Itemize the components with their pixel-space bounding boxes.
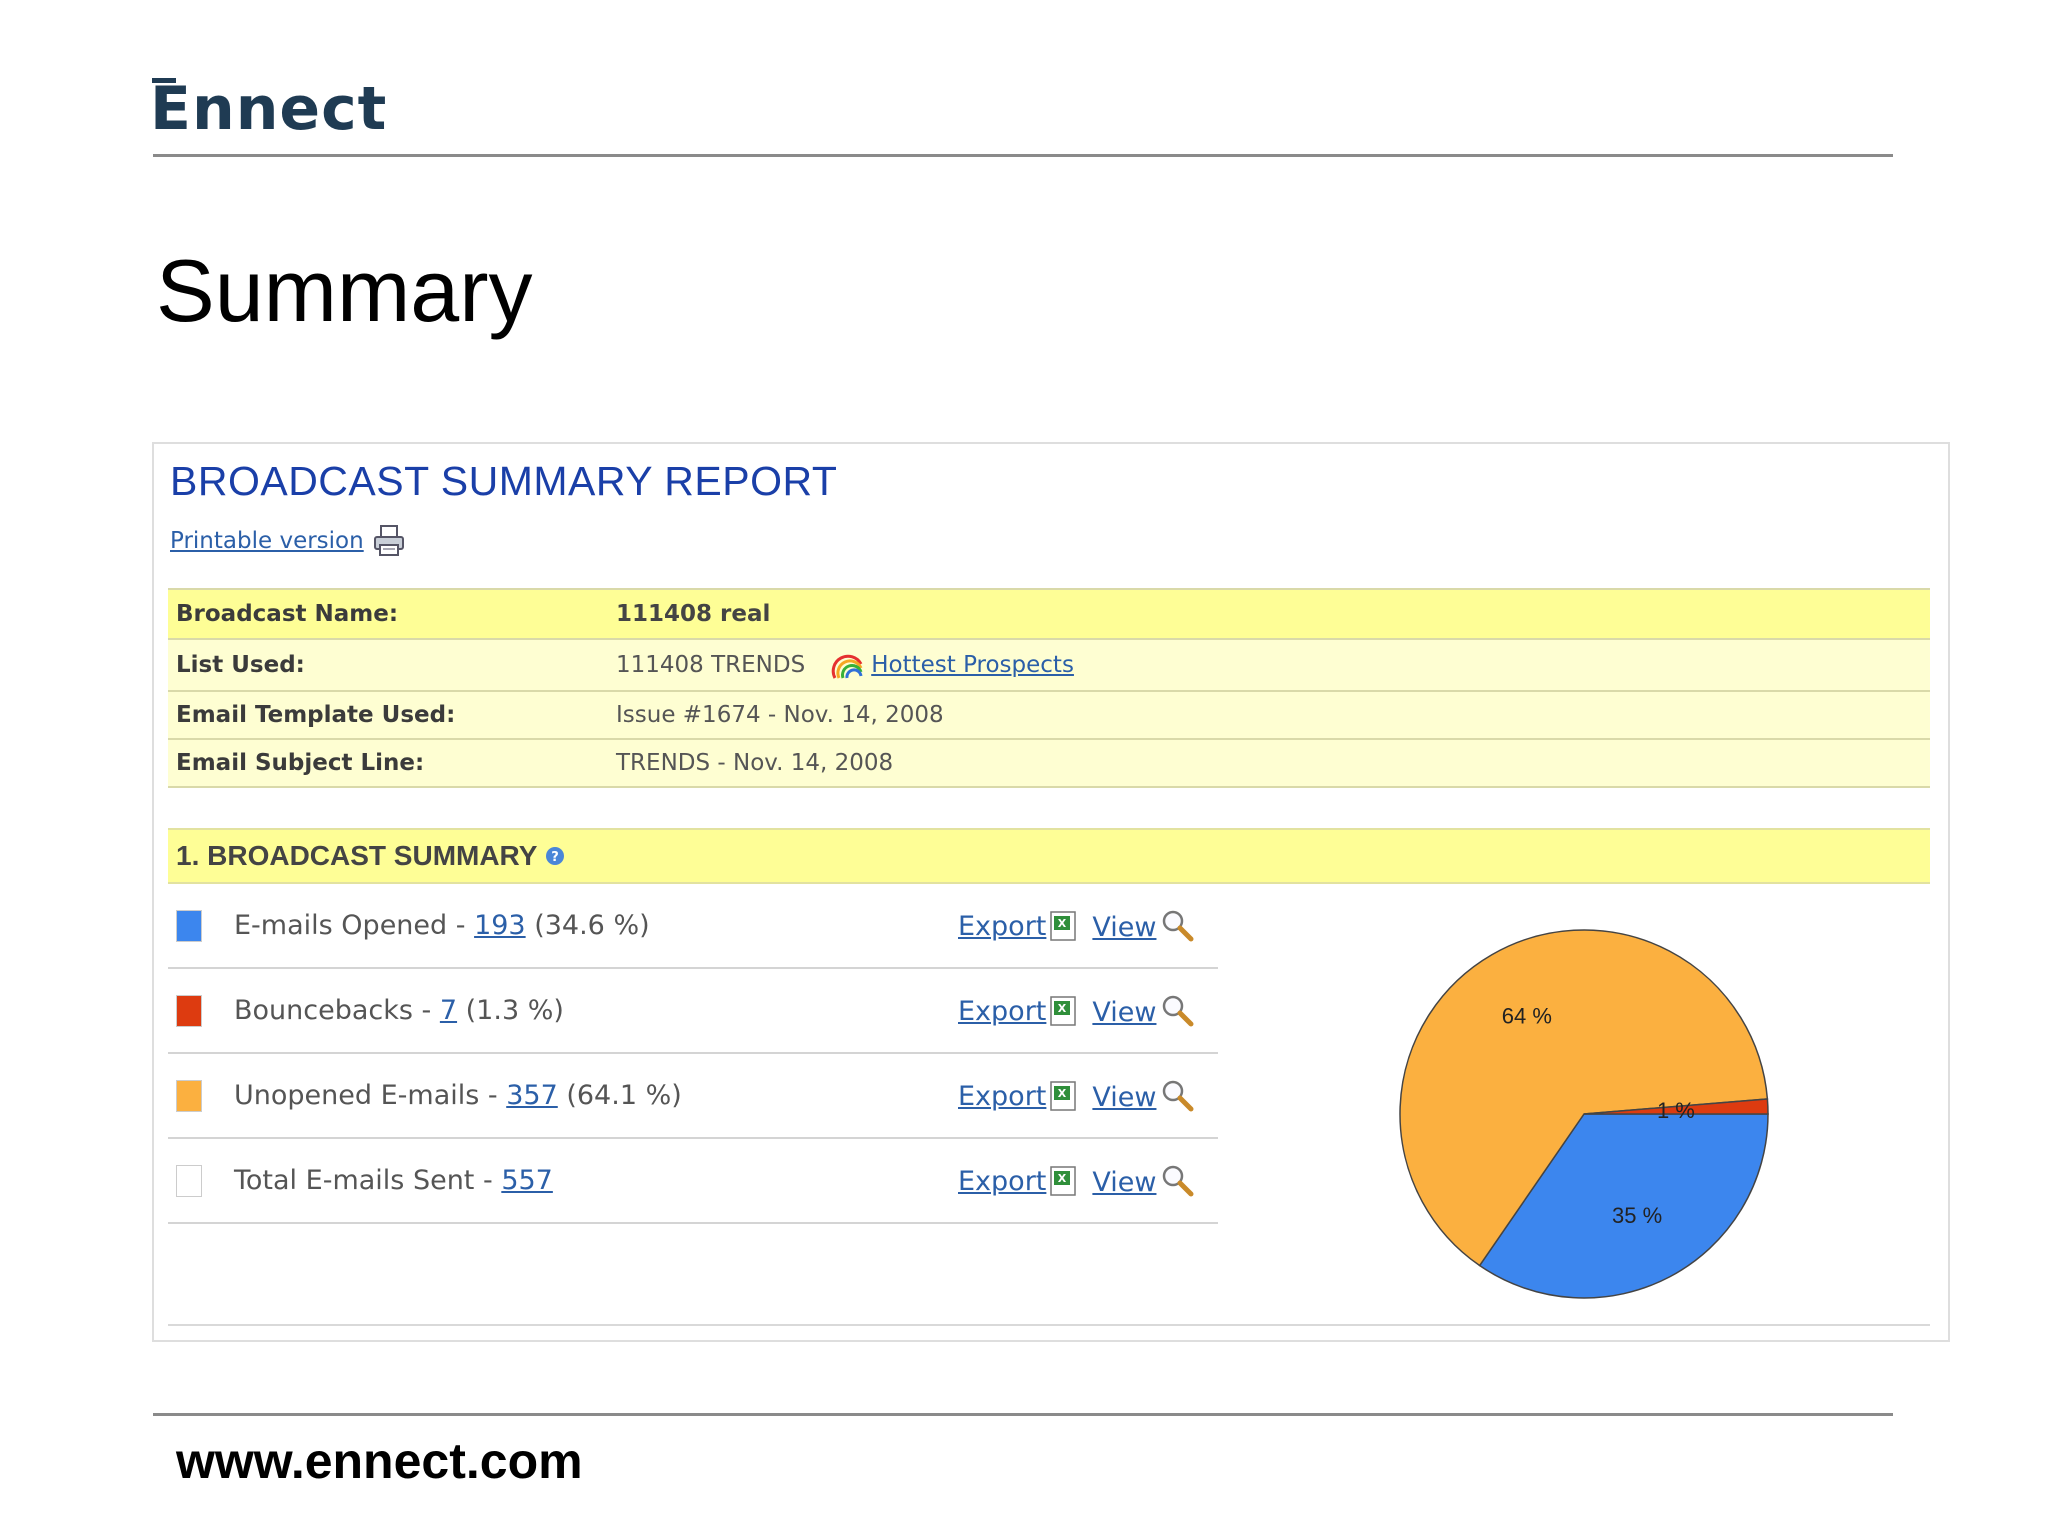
broadcast-summary-header: 1. BROADCAST SUMMARY ?: [168, 828, 1930, 884]
export-label: Export: [958, 995, 1047, 1027]
excel-icon: X: [1050, 910, 1077, 941]
footer-divider: [153, 1413, 1893, 1416]
pie-slice-label: 1 %: [1657, 1098, 1695, 1123]
header-divider: [153, 154, 1893, 157]
footer-url: www.ennect.com: [176, 1433, 583, 1489]
section-title: 1. BROADCAST SUMMARY: [176, 840, 538, 871]
info-label: List Used:: [176, 652, 305, 678]
stat-label: E-mails Opened -: [234, 910, 475, 941]
svg-text:X: X: [1058, 917, 1067, 930]
info-label: Broadcast Name:: [176, 601, 399, 627]
legend-swatch: [176, 909, 202, 942]
slide-title: Summary: [156, 241, 533, 340]
pie-slice-label: 35 %: [1612, 1203, 1662, 1228]
hottest-prospects-link[interactable]: Hottest Prospects: [871, 652, 1074, 678]
summary-pie-chart: 35 % 64 % 1 %: [1394, 924, 1774, 1304]
pie-slice: [1478, 1113, 1769, 1299]
view-label: View: [1092, 996, 1157, 1028]
legend-swatch: [176, 1164, 202, 1197]
svg-text:X: X: [1058, 1172, 1067, 1185]
magnifier-icon: [1163, 1165, 1194, 1196]
report-bottom-divider: [168, 1324, 1930, 1326]
summary-stats-list: E-mails Opened - 193 (34.6 %) Export X V…: [168, 884, 1218, 1224]
pie-slice-label: 64 %: [1502, 1003, 1552, 1028]
help-icon[interactable]: ?: [545, 846, 565, 866]
info-value: TRENDS - Nov. 14, 2008: [616, 750, 894, 776]
view-link[interactable]: View: [1092, 994, 1194, 1028]
broadcast-info-table: Broadcast Name: 111408 real List Used: 1…: [168, 588, 1930, 788]
view-link[interactable]: View: [1092, 909, 1194, 943]
logo-macron: [152, 78, 176, 83]
view-label: View: [1092, 1081, 1157, 1113]
stat-percent: (64.1 %): [557, 1080, 682, 1111]
stat-count-link[interactable]: 193: [474, 910, 526, 941]
info-value-group: 111408 TRENDS Hottest Prospects: [616, 648, 1930, 682]
export-link[interactable]: Export X: [958, 995, 1078, 1027]
legend-swatch: [176, 994, 202, 1027]
pie-slice: [1583, 1098, 1769, 1115]
info-label: Email Template Used:: [176, 702, 456, 728]
legend-swatch: [176, 1079, 202, 1112]
export-label: Export: [958, 1080, 1047, 1112]
stat-label: Bouncebacks -: [234, 995, 440, 1026]
export-link[interactable]: Export X: [958, 1165, 1078, 1197]
view-link[interactable]: View: [1092, 1164, 1194, 1198]
stat-count-link[interactable]: 557: [501, 1165, 553, 1196]
report-title: BROADCAST SUMMARY REPORT: [170, 458, 838, 504]
pie-chart-svg: 35 % 64 % 1 %: [1399, 929, 1769, 1299]
printable-version-label: Printable version: [170, 528, 364, 554]
printer-icon: [373, 525, 404, 556]
brand-logo: Ennect: [150, 74, 388, 144]
info-value: 111408 TRENDS: [616, 652, 806, 678]
info-value: Issue #1674 - Nov. 14, 2008: [616, 702, 944, 728]
svg-text:?: ?: [552, 850, 560, 865]
broadcast-report-panel: BROADCAST SUMMARY REPORT Printable versi…: [152, 442, 1950, 1342]
rainbow-icon: [831, 654, 863, 679]
svg-text:X: X: [1058, 1002, 1067, 1015]
info-row-subject-line: Email Subject Line: TRENDS - Nov. 14, 20…: [168, 738, 1930, 788]
magnifier-icon: [1163, 910, 1194, 941]
stat-row-bouncebacks: Bouncebacks - 7 (1.3 %) Export X View: [168, 969, 1218, 1054]
stat-row-total-sent: Total E-mails Sent - 557 Export X View: [168, 1139, 1218, 1224]
printable-version-link[interactable]: Printable version: [170, 524, 406, 558]
magnifier-icon: [1163, 995, 1194, 1026]
excel-icon: X: [1050, 1080, 1077, 1111]
view-label: View: [1092, 1166, 1157, 1198]
export-label: Export: [958, 910, 1047, 942]
magnifier-icon: [1163, 1080, 1194, 1111]
view-label: View: [1092, 911, 1157, 943]
info-label: Email Subject Line:: [176, 750, 425, 776]
stat-count-link[interactable]: 357: [506, 1080, 558, 1111]
stat-label: Total E-mails Sent -: [234, 1165, 502, 1196]
svg-text:X: X: [1058, 1087, 1067, 1100]
info-row-list-used: List Used: 111408 TRENDS Hottest Prospec…: [168, 638, 1930, 690]
stat-percent: (1.3 %): [457, 995, 564, 1026]
stat-row-opened: E-mails Opened - 193 (34.6 %) Export X V…: [168, 884, 1218, 969]
export-link[interactable]: Export X: [958, 910, 1078, 942]
excel-icon: X: [1050, 1165, 1077, 1196]
stat-label: Unopened E-mails -: [234, 1080, 507, 1111]
pie-slice: [1399, 929, 1769, 1267]
excel-icon: X: [1050, 995, 1077, 1026]
info-row-email-template: Email Template Used: Issue #1674 - Nov. …: [168, 690, 1930, 738]
stat-percent: (34.6 %): [525, 910, 650, 941]
stat-count-link[interactable]: 7: [439, 995, 458, 1026]
info-row-broadcast-name: Broadcast Name: 111408 real: [168, 588, 1930, 638]
stat-row-unopened: Unopened E-mails - 357 (64.1 %) Export X…: [168, 1054, 1218, 1139]
export-label: Export: [958, 1165, 1047, 1197]
view-link[interactable]: View: [1092, 1079, 1194, 1113]
export-link[interactable]: Export X: [958, 1080, 1078, 1112]
info-value: 111408 real: [616, 601, 771, 627]
